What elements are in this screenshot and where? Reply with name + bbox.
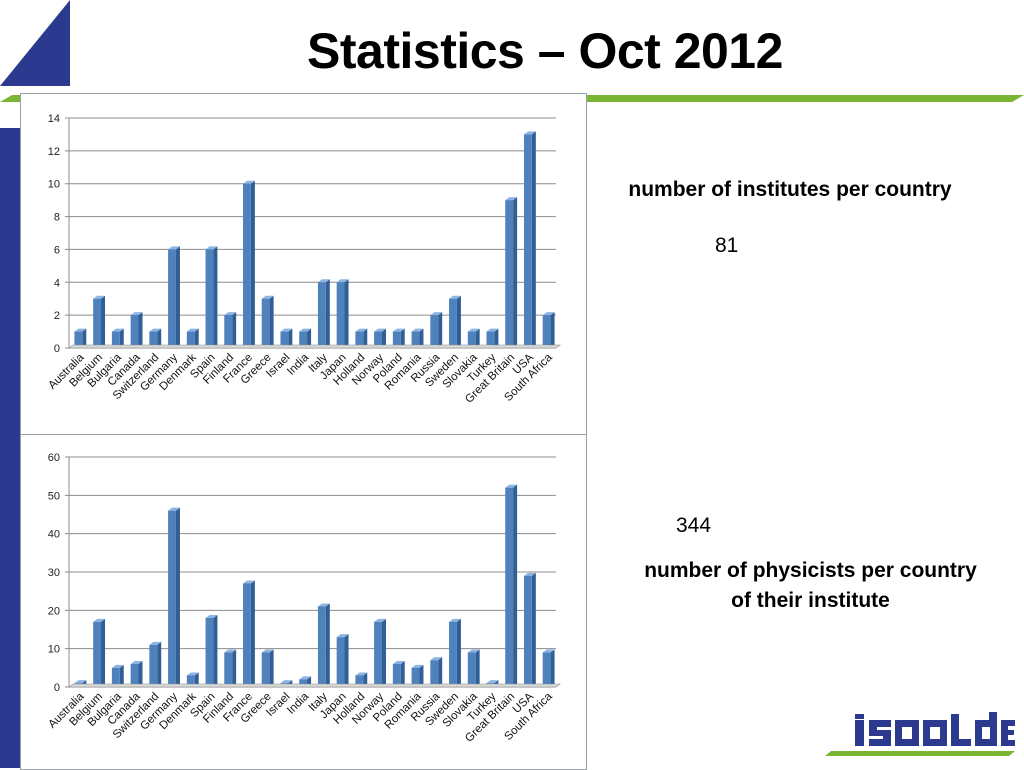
bar <box>280 328 293 348</box>
bar <box>467 328 480 348</box>
y-tick-label: 10 <box>48 179 60 191</box>
bar <box>317 603 330 687</box>
bar <box>449 618 461 687</box>
y-tick-label: 14 <box>48 113 60 125</box>
y-tick-label: 2 <box>54 310 60 322</box>
bar <box>149 328 162 348</box>
bar <box>111 664 124 687</box>
bar <box>523 572 536 687</box>
bar <box>149 641 162 687</box>
physicists-chart-frame: 0 10 20 30 40 50 60 Australia Belgium Bulgaria Can… <box>20 434 587 770</box>
bar <box>486 328 499 348</box>
bar <box>243 580 255 687</box>
bar <box>224 312 237 348</box>
y-tick-label: 10 <box>48 644 60 656</box>
y-tick-label: 40 <box>48 529 60 541</box>
bar <box>205 246 218 348</box>
y-tick-label: 4 <box>54 277 60 289</box>
x-axis <box>68 344 561 349</box>
y-tick-label: 12 <box>48 146 60 158</box>
bar <box>205 615 218 687</box>
institutes-bar-chart: 02468101214AustraliaBelgiumBulgariaCanad… <box>46 113 561 406</box>
bar <box>168 246 180 348</box>
bar <box>355 672 368 687</box>
isolde-logo <box>825 712 1015 756</box>
bar <box>93 295 106 348</box>
bar <box>130 661 143 687</box>
bar <box>430 312 443 348</box>
institutes-caption: number of institutes per country <box>628 178 952 201</box>
bar <box>261 649 274 687</box>
y-tick-label: 20 <box>48 605 60 617</box>
bar <box>111 328 124 348</box>
bar <box>523 131 536 348</box>
bar <box>186 328 199 348</box>
institutes-total: 81 <box>715 234 739 257</box>
bar <box>93 618 106 687</box>
bar <box>392 661 405 687</box>
y-tick-label: 0 <box>54 682 60 694</box>
y-tick-label: 60 <box>48 452 60 464</box>
y-tick-label: 6 <box>54 244 60 256</box>
y-tick-label: 8 <box>54 212 60 224</box>
bar <box>467 649 480 687</box>
bar <box>243 180 255 348</box>
institutes-chart-frame: 0 2 4 6 8 10 12 14 Australia Belgium Bulgaria Canad… <box>20 93 587 435</box>
bar <box>392 328 405 348</box>
physicists-caption: number of physicists per country of thei… <box>608 556 1013 616</box>
bar <box>299 328 312 348</box>
physicists-caption-line2: of their institute <box>731 589 890 612</box>
bar <box>186 672 199 687</box>
bar <box>542 312 555 348</box>
bar <box>355 328 368 348</box>
bar <box>374 618 386 687</box>
page-title: Statistics – Oct 2012 <box>307 23 783 79</box>
bar <box>130 312 143 348</box>
bar <box>168 507 180 687</box>
bar <box>411 328 424 348</box>
bar <box>336 279 349 348</box>
bar <box>411 664 424 687</box>
bar <box>374 328 386 348</box>
bar <box>261 295 274 348</box>
bar <box>505 197 518 348</box>
corner-triangle-decoration <box>0 0 70 86</box>
y-tick-label: 50 <box>48 490 60 502</box>
physicists-total: 344 <box>676 514 712 537</box>
physicists-bar-chart: 0102030405060AustraliaBelgiumBulgariaCan… <box>46 452 561 745</box>
y-tick-label: 30 <box>48 567 60 579</box>
bar <box>430 657 443 687</box>
bar <box>317 279 330 348</box>
physicists-caption-line1: number of physicists per country <box>644 559 977 582</box>
bar <box>336 634 349 687</box>
x-axis <box>68 683 561 688</box>
left-accent-bar <box>0 128 20 768</box>
y-tick-label: 0 <box>54 343 60 355</box>
bar <box>542 649 555 687</box>
bar <box>74 328 87 348</box>
bar <box>449 295 461 348</box>
bar <box>505 484 518 687</box>
bar <box>224 649 237 687</box>
